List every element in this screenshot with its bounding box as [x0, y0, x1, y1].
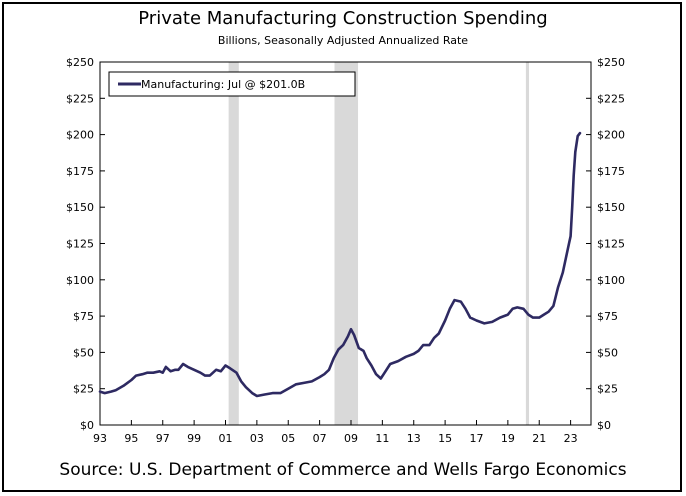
- y-tick-label-left-1: $25: [73, 383, 94, 396]
- recession-band-1: [334, 62, 359, 425]
- y-tick-label-left-3: $75: [73, 310, 94, 323]
- x-tick-label-0: 93: [93, 432, 107, 445]
- x-tick-label-10: 13: [407, 432, 421, 445]
- recession-band-0: [228, 62, 239, 425]
- x-tick-label-14: 21: [532, 432, 546, 445]
- y-tick-label-left-4: $100: [66, 274, 94, 287]
- x-tick-label-5: 03: [250, 432, 264, 445]
- x-tick-label-13: 19: [501, 432, 515, 445]
- series-line-manufacturing: [98, 131, 582, 398]
- x-tick-label-6: 05: [281, 432, 295, 445]
- y-tick-label-right-2: $50: [597, 346, 618, 359]
- x-tick-label-2: 97: [156, 432, 170, 445]
- x-tick-label-12: 17: [469, 432, 483, 445]
- y-tick-label-left-8: $200: [66, 129, 94, 142]
- y-tick-label-right-0: $0: [597, 419, 611, 432]
- y-tick-label-right-5: $125: [597, 238, 625, 251]
- y-tick-label-left-2: $50: [73, 346, 94, 359]
- x-axis-ticks: 93 95 97 99 01 03 05 07 09 11 13 15 17 19 21 23: [93, 420, 578, 445]
- y-axis-ticks: $0 $0 $25 $25 $50 $50 $75 $75 $100 $100 $125 $125 $1…: [66, 56, 625, 432]
- x-tick-label-4: 01: [218, 432, 232, 445]
- x-tick-label-3: 99: [187, 432, 201, 445]
- x-tick-label-11: 15: [438, 432, 452, 445]
- x-tick-label-15: 23: [564, 432, 578, 445]
- x-tick-label-1: 95: [124, 432, 138, 445]
- y-tick-label-left-6: $150: [66, 201, 94, 214]
- y-tick-label-right-10: $250: [597, 56, 625, 69]
- y-tick-label-left-5: $125: [66, 238, 94, 251]
- recession-bands: [228, 62, 530, 425]
- x-tick-label-8: 09: [344, 432, 358, 445]
- chart-subtitle: Billions, Seasonally Adjusted Annualized…: [217, 34, 469, 47]
- chart-source: Source: U.S. Department of Commerce and …: [59, 460, 627, 480]
- chart-title: Private Manufacturing Construction Spend…: [138, 8, 548, 29]
- legend-label: Manufacturing: Jul @ $201.0B: [141, 78, 305, 91]
- legend: Manufacturing: Jul @ $201.0B: [108, 71, 356, 97]
- y-tick-label-right-6: $150: [597, 201, 625, 214]
- recession-band-2: [525, 62, 530, 425]
- y-tick-label-right-4: $100: [597, 274, 625, 287]
- y-tick-label-left-10: $250: [66, 56, 94, 69]
- legend-box: [108, 71, 356, 97]
- y-tick-label-left-9: $225: [66, 92, 94, 105]
- y-tick-label-right-7: $175: [597, 165, 625, 178]
- y-tick-label-right-3: $75: [597, 310, 618, 323]
- series-layer: [98, 131, 582, 398]
- y-tick-label-right-8: $200: [597, 129, 625, 142]
- y-tick-label-left-7: $175: [66, 165, 94, 178]
- y-tick-label-right-1: $25: [597, 383, 618, 396]
- y-tick-label-right-9: $225: [597, 92, 625, 105]
- x-tick-label-7: 07: [313, 432, 327, 445]
- x-tick-label-9: 11: [375, 432, 389, 445]
- y-tick-label-left-0: $0: [80, 419, 94, 432]
